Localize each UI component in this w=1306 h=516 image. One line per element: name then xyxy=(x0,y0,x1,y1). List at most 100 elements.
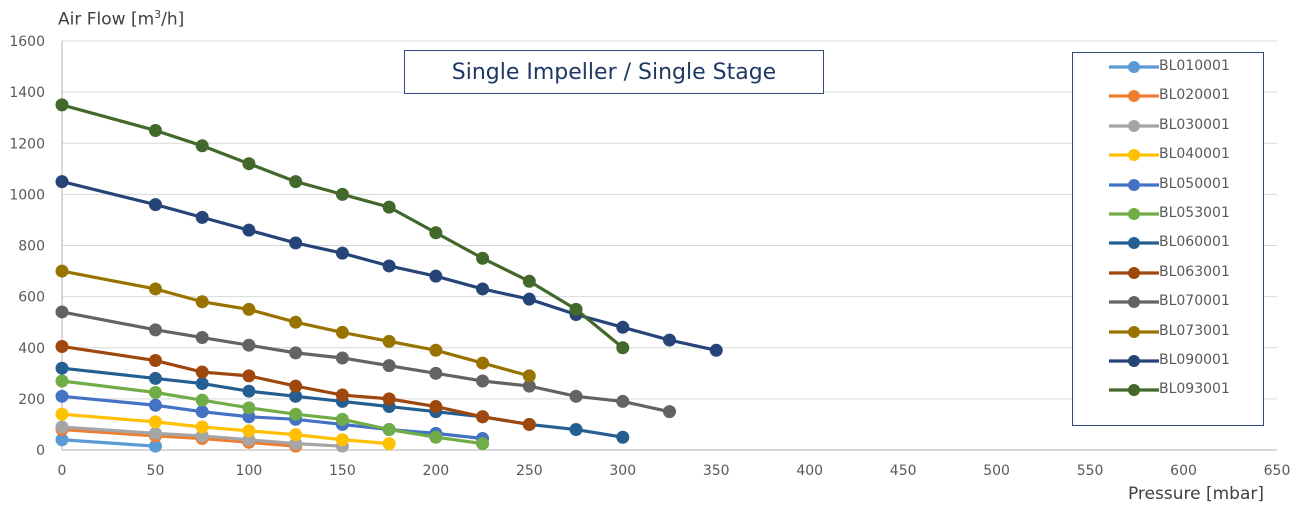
data-point xyxy=(148,439,162,453)
legend-swatch-marker xyxy=(1128,266,1140,279)
data-point xyxy=(195,429,209,443)
legend-swatch-marker xyxy=(1128,119,1140,132)
y-tick-label: 200 xyxy=(18,392,45,408)
data-point xyxy=(148,426,162,440)
data-point xyxy=(55,389,69,403)
series-line xyxy=(61,180,717,352)
series-BL063001 xyxy=(55,339,536,431)
x-tick-label: 0 xyxy=(58,463,67,479)
data-point xyxy=(476,282,490,296)
series-BL040001 xyxy=(55,407,396,451)
legend-label: BL063001 xyxy=(1159,263,1230,280)
data-point xyxy=(148,198,162,212)
data-point xyxy=(522,292,536,306)
data-point xyxy=(289,236,303,250)
legend-item: BL010001 xyxy=(1073,57,1263,77)
data-point xyxy=(476,356,490,370)
data-point xyxy=(148,398,162,412)
data-point xyxy=(55,305,69,319)
data-point xyxy=(382,392,396,406)
data-point xyxy=(148,282,162,296)
legend-swatch-marker xyxy=(1128,208,1140,220)
legend-label: BL073001 xyxy=(1159,322,1230,339)
legend-item: BL040001 xyxy=(1073,145,1263,165)
x-tick-label: 50 xyxy=(147,463,165,479)
legend-item: BL093001 xyxy=(1073,380,1263,400)
y-tick-label: 600 xyxy=(18,290,45,306)
data-point xyxy=(242,384,256,398)
data-point xyxy=(289,315,303,329)
legend-label: BL040001 xyxy=(1159,146,1230,163)
data-point xyxy=(195,420,209,434)
legend-swatch xyxy=(1109,149,1159,162)
data-point xyxy=(476,251,490,265)
legend-label: BL093001 xyxy=(1159,381,1230,398)
legend-swatch xyxy=(1109,355,1159,367)
data-point xyxy=(429,269,443,283)
data-point xyxy=(55,98,69,112)
data-point xyxy=(335,187,349,201)
y-tick-label: 1600 xyxy=(9,34,45,50)
x-axis-label: Pressure [mbar] xyxy=(1127,484,1264,504)
x-tick-label: 350 xyxy=(703,463,730,479)
legend-item: BL050001 xyxy=(1073,175,1263,195)
data-point xyxy=(522,379,536,393)
series-BL090001 xyxy=(55,175,723,357)
data-point xyxy=(55,361,69,375)
legend-swatch xyxy=(1109,296,1159,309)
legend-item: BL063001 xyxy=(1073,263,1263,283)
legend-item: BL020001 xyxy=(1073,86,1263,106)
series-BL053001 xyxy=(55,374,490,451)
legend-swatch xyxy=(1109,384,1159,397)
series-line xyxy=(61,269,530,378)
data-point xyxy=(148,371,162,385)
data-point xyxy=(195,365,209,379)
legend-label: BL010001 xyxy=(1159,58,1230,74)
x-tick-label: 250 xyxy=(516,463,543,479)
data-point xyxy=(148,415,162,429)
data-point xyxy=(616,430,630,444)
legend-swatch-marker xyxy=(1128,149,1140,162)
data-point xyxy=(616,394,630,408)
legend-swatch-marker xyxy=(1128,90,1140,103)
series-line xyxy=(61,103,624,349)
y-tick-label: 1000 xyxy=(9,187,45,203)
legend-swatch-marker xyxy=(1128,325,1140,338)
data-point xyxy=(616,341,630,355)
data-point xyxy=(242,433,256,447)
y-tick-label: 0 xyxy=(36,443,45,459)
data-point xyxy=(382,334,396,348)
data-point xyxy=(195,295,209,309)
data-point xyxy=(429,343,443,357)
data-point xyxy=(242,410,256,424)
legend-swatch-marker xyxy=(1128,237,1140,250)
data-point xyxy=(242,157,256,171)
x-tick-label: 500 xyxy=(983,463,1010,479)
y-axis-label: Air Flow [m3/h] xyxy=(58,8,185,30)
data-point xyxy=(148,354,162,368)
legend-swatch xyxy=(1109,61,1159,73)
legend-item: BL060001 xyxy=(1073,233,1263,253)
data-point xyxy=(289,175,303,189)
x-tick-label: 650 xyxy=(1264,463,1291,479)
x-tick-label: 100 xyxy=(236,463,263,479)
legend-swatch-marker xyxy=(1128,178,1140,191)
data-point xyxy=(382,359,396,373)
x-tick-label: 450 xyxy=(890,463,917,479)
data-point xyxy=(569,389,583,403)
data-point xyxy=(289,389,303,403)
data-point xyxy=(335,412,349,426)
data-point xyxy=(148,123,162,137)
data-point xyxy=(195,393,209,407)
data-point xyxy=(663,405,676,419)
data-point xyxy=(55,433,69,447)
data-point xyxy=(429,400,443,414)
y-tick-label: 400 xyxy=(18,341,45,357)
series-BL073001 xyxy=(55,264,536,383)
legend-swatch xyxy=(1109,119,1159,132)
x-tick-label: 200 xyxy=(422,463,449,479)
data-point xyxy=(616,320,630,334)
chart-title: Single Impeller / Single Stage xyxy=(404,50,824,94)
data-point xyxy=(55,264,69,278)
